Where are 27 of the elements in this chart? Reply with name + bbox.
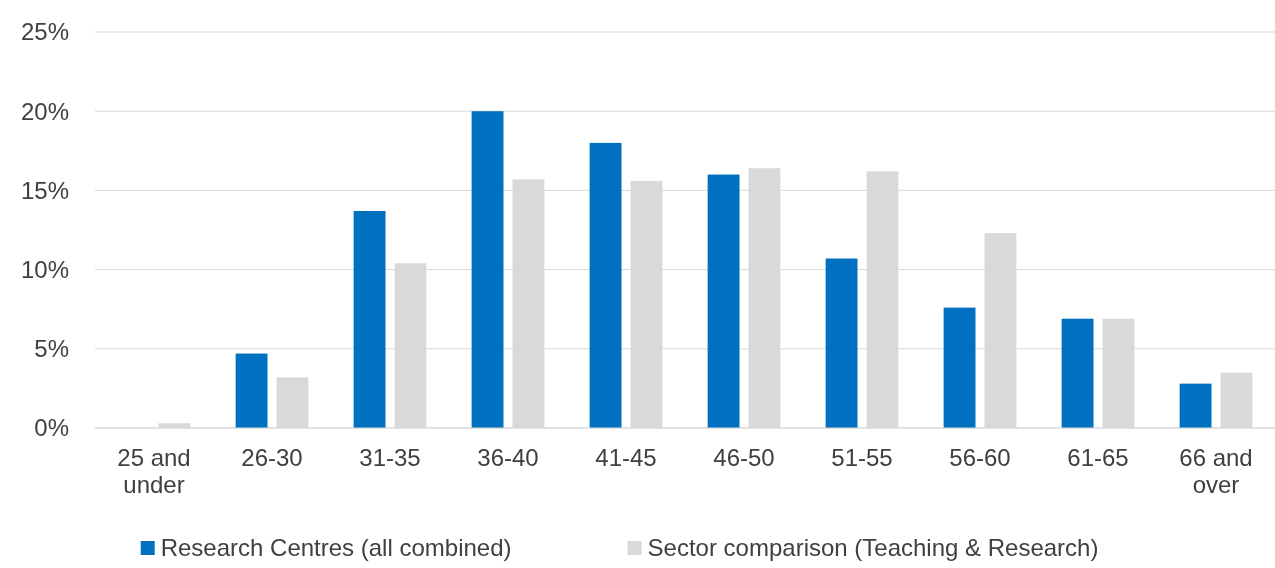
bar [235, 353, 268, 428]
bar [825, 258, 858, 428]
y-tick-label: 15% [20, 176, 69, 204]
y-tick-label: 20% [20, 97, 69, 125]
bar [589, 142, 622, 428]
x-tick-label: 25 and under [117, 444, 191, 498]
x-tick-label: 51-55 [831, 444, 893, 472]
x-tick-label: 61-65 [1067, 444, 1129, 472]
y-tick-label: 25% [20, 18, 69, 46]
x-tick-label: 26-30 [241, 444, 303, 472]
x-tick-label: 41-45 [595, 444, 657, 472]
bar [1179, 383, 1212, 428]
y-tick-label: 0% [34, 414, 69, 442]
x-tick-label: 56-60 [949, 444, 1011, 472]
bar [1061, 318, 1094, 428]
y-tick-label: 5% [34, 335, 69, 363]
bar [707, 174, 740, 428]
x-tick-label: 36-40 [477, 444, 539, 472]
y-tick-label: 10% [20, 256, 69, 283]
bar [471, 111, 504, 428]
x-tick-label: 46-50 [713, 444, 775, 472]
x-tick-label: 31-35 [359, 444, 421, 472]
x-tick-label: 66 and over [1179, 444, 1253, 498]
legend-label: Sector comparison (Teaching & Research) [647, 534, 1099, 562]
bar [353, 210, 386, 428]
bar [943, 307, 976, 428]
legend-label: Research Centres (all combined) [160, 534, 512, 562]
